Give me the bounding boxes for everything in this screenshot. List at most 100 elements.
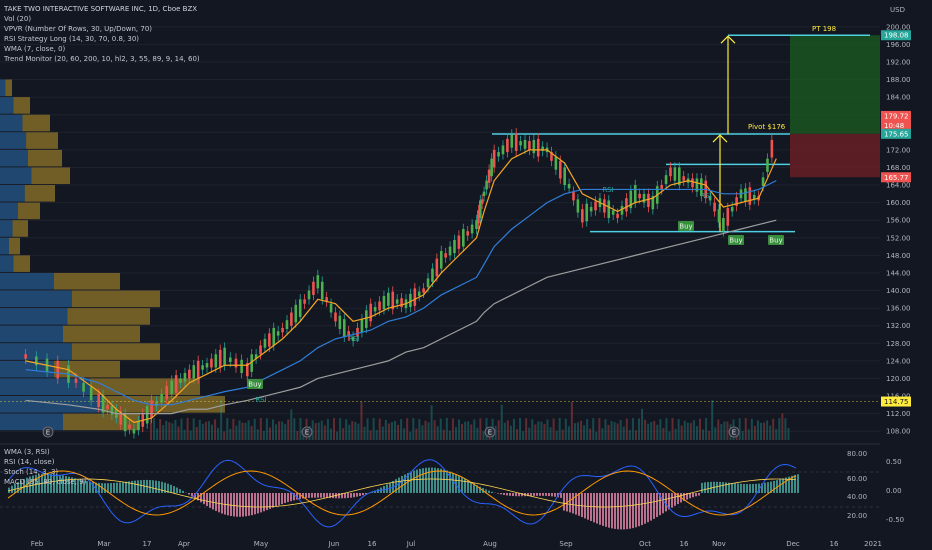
- candle-body: [572, 191, 575, 201]
- target-zone: [790, 35, 880, 134]
- candle-body: [276, 331, 280, 336]
- macd-hist-bar: [452, 472, 454, 493]
- volume-bar: [726, 421, 729, 440]
- candle-body: [106, 404, 109, 410]
- macd-hist-bar: [554, 493, 556, 497]
- vpvr-bar-down: [9, 237, 20, 255]
- macd-hist-bar: [344, 493, 346, 499]
- macd-hist-bar: [155, 480, 157, 493]
- candle-body: [422, 288, 425, 293]
- volume-bar: [244, 422, 247, 440]
- macd-hist-bar: [134, 480, 136, 493]
- volume-bar: [171, 423, 174, 440]
- volume-bar: [787, 427, 790, 440]
- macd-hist-bar: [449, 471, 451, 493]
- candle-body: [616, 213, 619, 219]
- macd-hist-bar: [782, 478, 784, 493]
- volume-bar: [601, 428, 604, 440]
- candle-body: [480, 199, 484, 204]
- time-tick-label: Dec: [786, 540, 800, 548]
- price-axis: USD108.00112.00116.00120.00124.00128.001…: [847, 0, 932, 550]
- candle-body: [519, 141, 522, 146]
- volume-bar: [702, 429, 705, 440]
- volume-bar: [204, 421, 207, 440]
- macd-hist-bar: [326, 493, 328, 498]
- rsi-label: RSI: [255, 396, 266, 404]
- volume-bar: [354, 421, 357, 440]
- candle-body: [413, 288, 417, 306]
- candle-body: [325, 297, 328, 302]
- price-tick-label: 172.00: [886, 146, 911, 154]
- candle-body: [250, 354, 254, 372]
- macd-hist-bar: [428, 467, 430, 493]
- candle-body: [462, 229, 465, 247]
- price-tick-label: 192.00: [886, 58, 911, 66]
- macd-hist-bar: [323, 493, 325, 498]
- buy-marker: [768, 235, 784, 245]
- volume-bar: [555, 430, 558, 440]
- vpvr-bar-up: [0, 167, 32, 185]
- macd-hist-bar: [107, 483, 109, 493]
- vpvr-bar-down: [24, 185, 55, 202]
- macd-hist-bar: [620, 493, 622, 530]
- vpvr-bar-down: [63, 325, 140, 343]
- candle-body: [128, 424, 131, 430]
- volume-bar: [299, 418, 302, 440]
- osc-tick-left: 60.00: [847, 475, 867, 483]
- macd-hist-bar: [611, 493, 613, 529]
- legend-line-rsi-strategy: RSI Strategy Long (14, 30, 70, 0.8, 30): [4, 35, 140, 43]
- volume-bar: [741, 431, 744, 440]
- candle-body: [695, 178, 699, 192]
- candle-body: [497, 152, 500, 157]
- volume-bar: [464, 421, 467, 440]
- osc-tick-left: 40.00: [847, 493, 867, 501]
- macd-hist-bar: [317, 493, 319, 498]
- osc-tick-right: 0.50: [886, 458, 902, 466]
- macd-hist-bar: [581, 493, 583, 518]
- volume-bar: [689, 423, 692, 440]
- oscillator-legend: WMA (3, RSI) RSI (14, close) Stoch (14, …: [4, 447, 86, 487]
- macd-hist-bar: [212, 493, 214, 510]
- volume-bar: [525, 418, 528, 440]
- time-tick-label: Jul: [406, 540, 416, 548]
- moving-averages: [25, 149, 777, 424]
- macd-hist-bar: [683, 493, 685, 501]
- pivot-label: Pivot $176: [748, 123, 786, 131]
- macd-hist-bar: [119, 482, 121, 493]
- macd-hist-bar: [722, 482, 724, 493]
- osc-legend-macd: MACD (55, 89, close, 9): [4, 478, 87, 486]
- volume-bar: [342, 428, 345, 440]
- macd-hist-bar: [605, 493, 607, 527]
- volume-bar: [753, 425, 756, 440]
- candle-body: [201, 365, 204, 370]
- currency-label: USD: [890, 6, 905, 14]
- candle-body: [281, 327, 284, 333]
- volume-bar: [290, 409, 293, 440]
- price-tick-label: 132.00: [886, 322, 911, 330]
- volume-bar: [503, 422, 506, 440]
- macd-hist-bar: [302, 493, 304, 499]
- macd-hist-bar: [437, 468, 439, 493]
- candle-body: [391, 291, 395, 310]
- vpvr-bar-up: [0, 413, 63, 431]
- volume-bar: [519, 418, 522, 440]
- macd-hist-bar: [755, 483, 757, 493]
- macd-hist-bar: [362, 493, 364, 496]
- candle-body: [638, 193, 641, 199]
- candle-body: [272, 327, 276, 346]
- candle-body: [160, 393, 163, 403]
- macd-hist-bar: [347, 493, 349, 498]
- macd-hist-bar: [752, 484, 754, 493]
- candle-body: [188, 369, 191, 379]
- macd-hist-bar: [674, 493, 676, 506]
- volume-bar: [387, 423, 390, 440]
- macd-hist-bar: [698, 493, 700, 496]
- macd-hist-bar: [503, 493, 505, 495]
- macd-hist-bar: [236, 493, 238, 517]
- volume-bar: [256, 429, 259, 440]
- macd-hist-bar: [17, 482, 19, 493]
- macd-hist-bar: [56, 474, 58, 493]
- macd-hist-bar: [254, 493, 256, 515]
- candle-body: [485, 180, 488, 190]
